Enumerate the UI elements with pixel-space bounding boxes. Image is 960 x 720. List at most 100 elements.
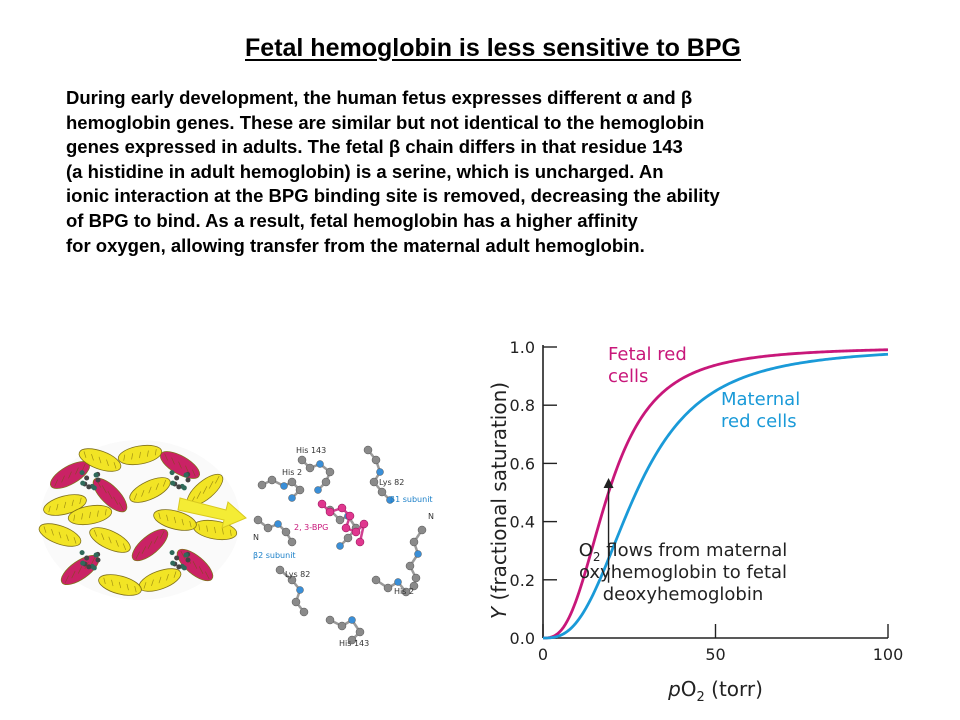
helix-stripe (185, 465, 189, 473)
atom (297, 455, 307, 465)
helix-stripe (115, 539, 119, 547)
body-paragraph: During early development, the human fetu… (66, 86, 946, 258)
atom (296, 586, 304, 594)
helix-stripe (189, 520, 192, 528)
atom (288, 494, 296, 502)
helix-stripe (73, 537, 77, 544)
hemoglobin-structure-figure: His 143 His 2 Lys 82 β1 subunit 2, 3-BPG… (30, 420, 470, 710)
helix-stripe (101, 533, 105, 541)
heme-atom (174, 555, 180, 561)
helix-stripe (113, 462, 117, 469)
atom (343, 533, 353, 543)
helix-stripe (91, 453, 94, 461)
helix-stripe (77, 566, 83, 574)
label-his143-bottom: His 143 (339, 639, 369, 648)
helix-stripe (93, 529, 98, 537)
atom (409, 581, 419, 591)
heme-atom (174, 475, 180, 481)
x-tick-label: 50 (705, 645, 725, 664)
helix-stripe (158, 576, 162, 584)
atom (369, 477, 379, 487)
label-beta1-subunit: β1 subunit (390, 495, 433, 504)
helix-stripe (148, 486, 152, 494)
bpg-atom (359, 519, 369, 529)
helix-stripe (202, 486, 208, 494)
zoom-arrow-icon (177, 497, 247, 529)
label-his143-top: His 143 (296, 446, 326, 455)
atom (414, 550, 422, 558)
helix-stripe (111, 579, 114, 587)
helix-stripe (98, 456, 102, 464)
atom (394, 578, 402, 586)
helix-stripe (68, 471, 72, 479)
transfer-arrow-head (603, 477, 614, 488)
atom (253, 515, 263, 525)
hemoglobin-structure-svg: His 143 His 2 Lys 82 β1 subunit 2, 3-BPG… (38, 440, 434, 648)
helix-stripe (48, 505, 51, 513)
helix-stripe (198, 566, 204, 575)
oxygen-binding-chart-svg: 0.0 0.2 0.4 0.6 0.8 1.0 0 50 100 pO2 (torr) Y (fr… (487, 338, 904, 705)
helix-stripe (97, 510, 99, 517)
helix-stripe (101, 485, 107, 494)
fetal-series-label: Fetal red (608, 344, 687, 365)
atom (417, 525, 427, 535)
atom (287, 575, 297, 585)
helix-stripe (81, 513, 83, 520)
annotation-text: deoxyhemoglobin (603, 584, 764, 605)
atom (401, 587, 411, 597)
annotation-text: O2 flows from maternal (579, 540, 788, 564)
label-lys82-right: Lys 82 (379, 478, 404, 487)
y-tick-label: 0.4 (510, 513, 535, 532)
chart-labels: pO2 (torr) Y (fractional saturation) Fetal… (487, 344, 800, 705)
helix-stripe (166, 573, 169, 581)
atom (305, 463, 315, 473)
bpg-binding-site-model: His 143 His 2 Lys 82 β1 subunit 2, 3-BPG… (253, 445, 434, 648)
heme-atom (176, 484, 182, 490)
bpg-atom (351, 527, 361, 537)
helix-stripe (171, 457, 175, 465)
atom (274, 520, 282, 528)
heme-atom (169, 550, 175, 556)
helix-stripe (75, 467, 79, 475)
helix-stripe (56, 503, 59, 511)
y-tick-label: 0.2 (510, 571, 535, 590)
bpg-atom (341, 523, 351, 533)
chart-axes: 0.0 0.2 0.4 0.6 0.8 1.0 0 50 100 (510, 338, 904, 664)
label-his2-top: His 2 (282, 468, 302, 477)
heme-atom (84, 475, 90, 481)
paragraph-line: During early development, the human fetu… (66, 87, 693, 108)
annotation-text: oxyhemoglobin to fetal (579, 562, 787, 583)
helix-stripe (222, 528, 224, 535)
helix-stripe (126, 583, 129, 591)
helix-stripe (158, 512, 161, 520)
heme-atom (93, 472, 99, 478)
heme-atom (176, 564, 182, 570)
atom (321, 477, 331, 487)
bpg-atom (325, 507, 335, 517)
helix-stripe (83, 451, 87, 458)
heme-atom (79, 470, 85, 476)
label-2-3-bpg: 2, 3-BPG (294, 523, 328, 532)
paragraph-line: genes expressed in adults. The fetal β c… (66, 136, 683, 158)
fetal-curve (542, 348, 889, 640)
helix-stripe (123, 454, 126, 461)
helix-stripe (208, 480, 214, 489)
atom (291, 597, 301, 607)
heme-atom (86, 564, 92, 570)
y-tick-label: 0.6 (510, 454, 535, 473)
helix-stripe (89, 511, 91, 519)
paragraph-line: (a histidine in adult hemoglobin) is a s… (66, 160, 664, 182)
helix-stripe (71, 570, 76, 579)
atom (299, 607, 309, 617)
heme-atom (185, 557, 191, 563)
slide-title: Fetal hemoglobin is less sensitive to BP… (245, 34, 741, 62)
helix-stripe (79, 497, 82, 505)
label-lys82-bottom: Lys 82 (285, 570, 310, 579)
atom (316, 460, 324, 468)
heme-atom (86, 484, 92, 490)
label-n-left: N (253, 533, 259, 542)
helix-stripe (205, 571, 210, 580)
atom (287, 477, 297, 487)
helix-stripe (118, 581, 122, 589)
atom (257, 480, 267, 490)
